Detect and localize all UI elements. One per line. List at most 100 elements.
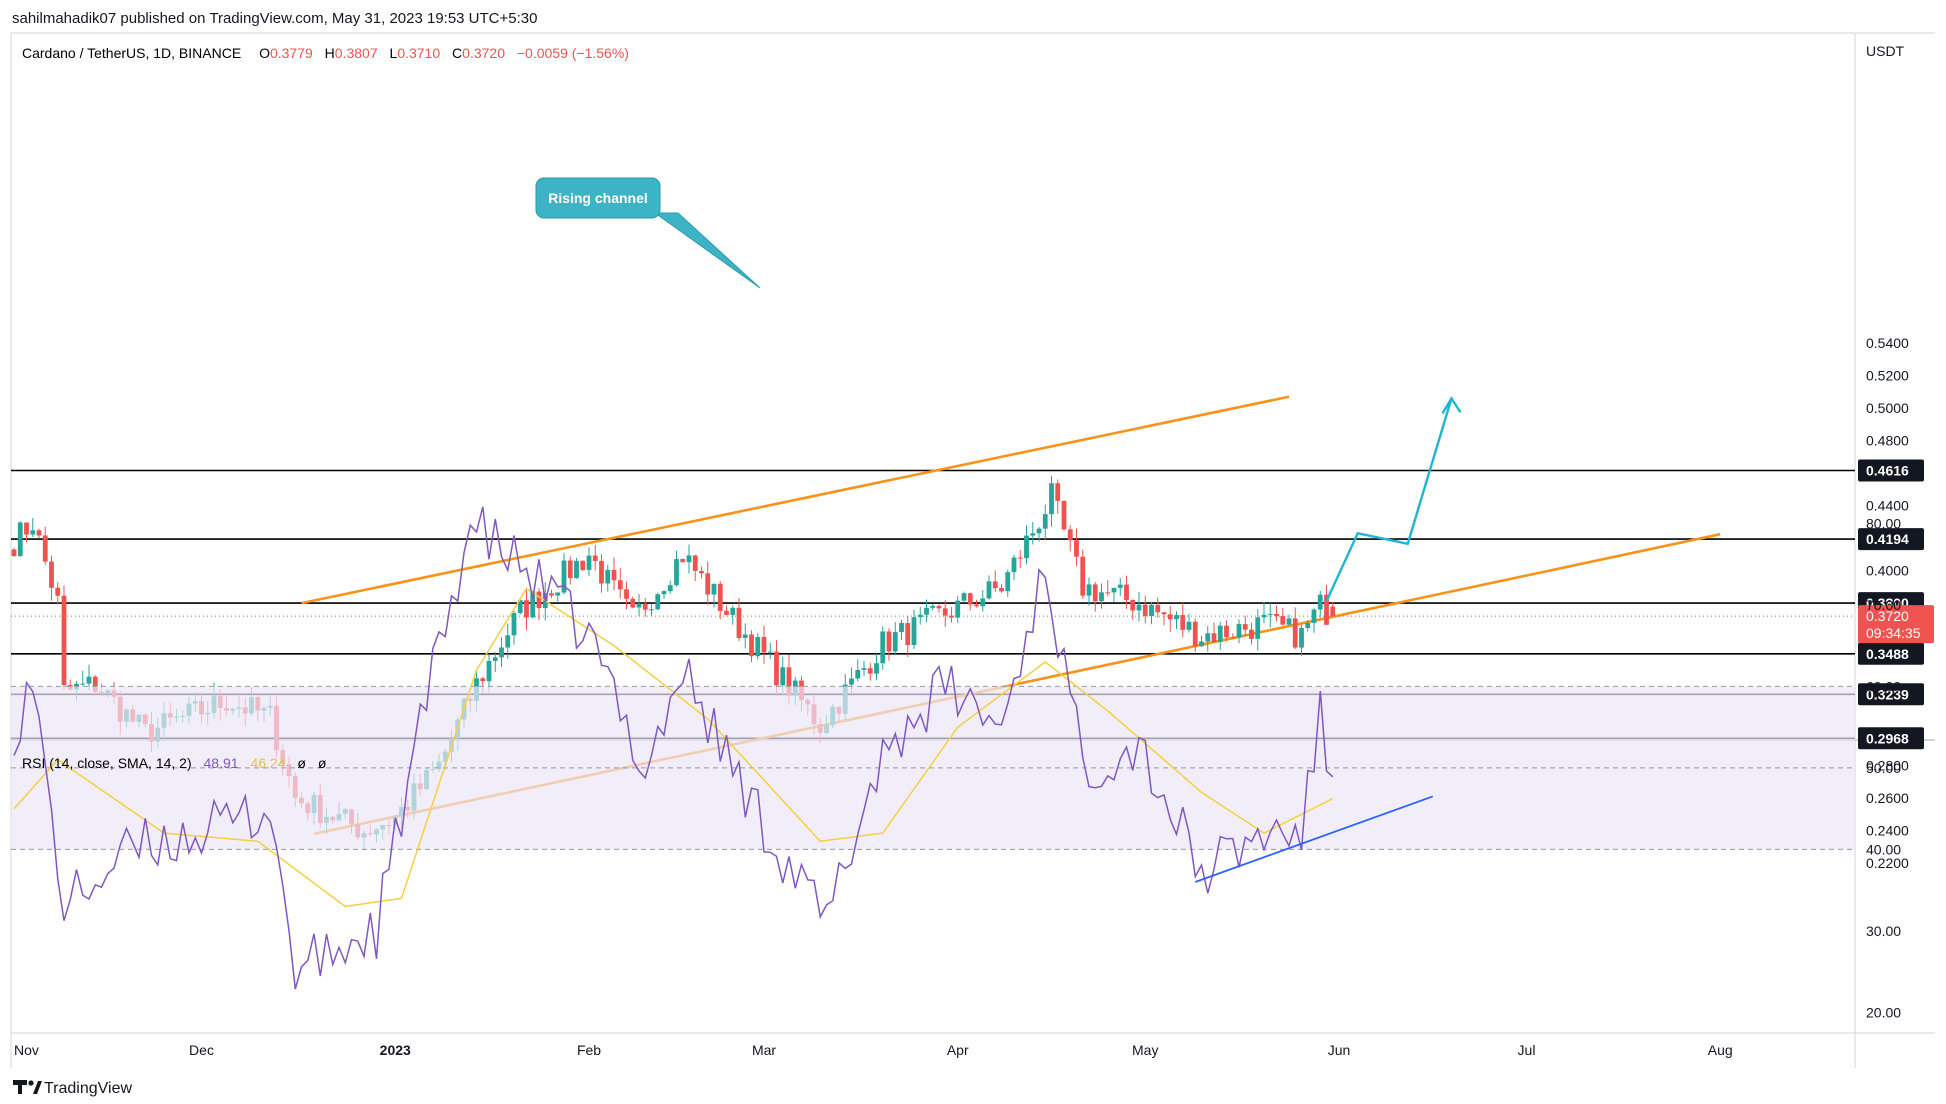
candle-body (1211, 633, 1217, 643)
candle-body (536, 591, 542, 609)
candle-body (1136, 604, 1142, 611)
projection-path (1325, 396, 1462, 602)
candle-body (1224, 625, 1229, 638)
rsi-axis-ticks: 80.00 70.00 60.00 50.00 40.00 30.00 20.00 (1866, 515, 1901, 1020)
open-label: O (259, 45, 270, 61)
rsi-lines (13, 506, 1434, 990)
time-tick-label: Nov (14, 1042, 39, 1058)
candle-body (11, 549, 17, 556)
tv-logo-slash (33, 1081, 42, 1094)
candle-body (1011, 557, 1017, 573)
candle-body (17, 522, 23, 556)
candle-body (749, 634, 754, 657)
candle-body (992, 581, 998, 589)
candle-body (680, 559, 686, 563)
candle-body (980, 598, 986, 607)
price-tick-label: 0.4800 (1866, 433, 1909, 449)
candle-body (1149, 604, 1154, 617)
level-badge-label: 0.3239 (1866, 686, 1909, 702)
price-tick-label: 0.5400 (1866, 335, 1909, 351)
candle-body (524, 600, 529, 618)
callout-box (535, 177, 661, 219)
projection-arrowhead (1441, 396, 1462, 414)
candle-body (480, 678, 486, 682)
rsi-line (13, 506, 1334, 990)
candle-body (1161, 612, 1167, 615)
candle-body (1092, 584, 1098, 602)
candle-body (605, 569, 611, 584)
candle-body (655, 594, 661, 610)
candle-body (1130, 600, 1136, 611)
candle-body (755, 636, 761, 657)
candle-body (1199, 641, 1204, 647)
rsi-extra-1: ø (297, 755, 306, 771)
candle-body (886, 631, 892, 652)
candle-body (499, 647, 504, 658)
candle-body (761, 636, 767, 653)
level-badge (1858, 683, 1924, 706)
candle-body (42, 535, 48, 562)
rsi-ma-value: 46.24 (250, 755, 285, 771)
candle-body (561, 560, 567, 593)
candle-body (505, 635, 511, 648)
candle-body (24, 522, 29, 535)
candle-body (1124, 584, 1129, 601)
rsi-tick-label: 50.00 (1866, 760, 1901, 776)
price-tick-label: 0.4000 (1866, 563, 1909, 579)
candle-body (1042, 514, 1048, 529)
candle-body (717, 583, 723, 611)
candle-body (892, 632, 898, 652)
candle-body (1180, 615, 1186, 630)
candle-body (61, 595, 67, 686)
symbol-label: Cardano / TetherUS, 1D, BINANCE (22, 45, 241, 61)
candle-body (905, 623, 911, 645)
last-price-badge (1858, 605, 1934, 644)
candle-body (786, 667, 792, 696)
candle-body (1236, 624, 1242, 638)
candle-body (636, 603, 642, 608)
candle-body (1305, 622, 1311, 628)
tradingview-logo: TradingView (13, 1080, 132, 1097)
candle-body (724, 610, 729, 615)
rsi-value: 48.91 (204, 755, 239, 771)
rsi-title: RSI (14, close, SMA, 14, 2) (22, 755, 192, 771)
candle-body (630, 598, 636, 608)
time-tick-label: Apr (947, 1042, 969, 1058)
level-badge-label: 0.2968 (1866, 730, 1909, 746)
price-tick-label: 0.2800 (1866, 758, 1909, 774)
candle-body (1267, 613, 1273, 615)
candle-body (874, 663, 879, 674)
price-tick-label: 0.2200 (1866, 855, 1909, 871)
candle-body (867, 668, 873, 674)
price-tick-label: 0.5200 (1866, 368, 1909, 384)
candle-body (1074, 540, 1079, 557)
candle-body (1017, 557, 1023, 559)
high-label: H (325, 45, 335, 61)
candle-body (549, 593, 554, 596)
candle-body (1030, 533, 1036, 536)
candle-body (661, 591, 667, 595)
rising-channel-callout[interactable]: Rising channel (535, 177, 761, 289)
candle-body (1311, 609, 1317, 623)
price-axis-unit: USDT (1866, 43, 1905, 59)
candle-body (530, 591, 536, 618)
candle-body (1080, 556, 1086, 596)
candle-body (1330, 606, 1336, 617)
candle-body (974, 604, 979, 607)
candle-body (686, 555, 692, 563)
candle-body (624, 589, 629, 599)
candle-body (849, 678, 854, 685)
rsi-tick-label: 20.00 (1866, 1004, 1901, 1020)
candle-body (1249, 629, 1254, 639)
candle-body (955, 600, 961, 618)
candle-body (517, 600, 523, 614)
candle-body (1242, 624, 1248, 630)
low-label: L (390, 45, 398, 61)
time-tick-label: 2023 (380, 1042, 411, 1058)
price-tick-label: 0.4400 (1866, 498, 1909, 514)
footer-brand: TradingView (44, 1080, 132, 1097)
candle-body (574, 560, 579, 579)
candle-body (511, 613, 517, 636)
candle-body (1167, 614, 1173, 620)
